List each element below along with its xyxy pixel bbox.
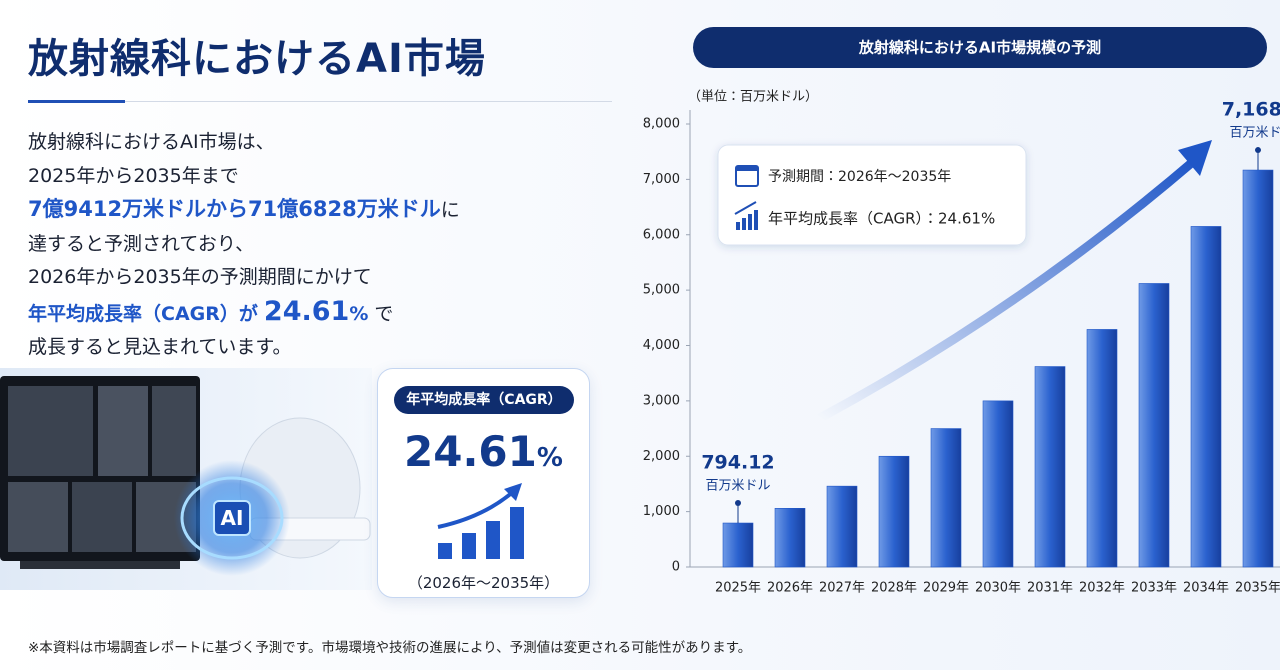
title-rule-accent (28, 100, 125, 103)
intro-highlight: 年平均成長率（CAGR）が (28, 302, 258, 325)
cagr-unit: % (536, 443, 563, 473)
bar (982, 400, 1014, 568)
x-tick-label: 2029年 (923, 581, 969, 596)
growth-small-icon (734, 201, 758, 230)
intro-line: 2025年から2035年まで (28, 164, 239, 187)
unit-label: （単位：百万米ドル） (688, 89, 818, 105)
illustration: AI (0, 368, 372, 590)
intro-line: 2026年から2035年の予測期間にかけて (28, 266, 372, 288)
bar (722, 522, 754, 568)
y-tick-label: 1,000 (643, 504, 680, 519)
y-tick-label: 0 (672, 560, 680, 575)
intro-line: 年平均成長率（CAGR）が 24.61% で (28, 295, 460, 332)
bar (826, 485, 858, 568)
chart: 放射線科におけるAI市場規模の予測 （単位：百万米ドル） 0 1,000 2,000… (643, 27, 1280, 596)
x-tick-label: 2031年 (1027, 581, 1073, 596)
trend-arrowhead (1178, 140, 1212, 176)
x-tick-label: 2025年 (715, 581, 761, 596)
scan-panel (8, 482, 68, 552)
cagr-card-value: 24.61% (378, 427, 589, 476)
y-tick-label: 7,000 (643, 172, 680, 187)
value-leader-dot (1255, 147, 1261, 154)
value-label: 7,168.2 (1222, 99, 1280, 121)
bar (774, 508, 806, 568)
value-leader-dot (735, 500, 741, 507)
icon-arrow (734, 201, 757, 215)
y-tick-label: 2,000 (643, 449, 680, 464)
intro-highlight: 7億9412万米ドルから71億6828万米ドル (28, 197, 441, 221)
chart-title-pill (693, 27, 1267, 68)
icon-bar (486, 521, 500, 559)
ai-chip (213, 500, 251, 536)
axes: 0 1,000 2,000 3,000 4,000 5,000 6,000 7,000 8,00… (643, 110, 1280, 596)
brain (180, 476, 284, 560)
x-tick-label: 2032年 (1079, 581, 1125, 596)
bar (1242, 169, 1274, 568)
info-period: 予測期間：2026年〜2035年 (768, 169, 951, 185)
growth-icon (437, 483, 524, 559)
icon-bar (748, 214, 752, 230)
value-label-unit: 百万米ドル (1229, 126, 1280, 141)
page-title: 放射線科におけるAI市場 (28, 36, 486, 82)
x-tick-label: 2028年 (871, 581, 917, 596)
y-tick-label: 3,000 (643, 393, 680, 408)
scan-panel (8, 386, 93, 476)
cagr-card: 年平均成長率（CAGR） 24.61% （2026年〜2035年） (377, 368, 590, 598)
info-cagr: 年平均成長率（CAGR）：24.61% (768, 210, 995, 228)
calendar-top (736, 166, 758, 171)
x-tick-label: 2030年 (975, 581, 1021, 596)
scan-panel (98, 386, 148, 476)
cagr-value: 24.61 (404, 427, 537, 476)
bars: 794.12 百万米ドル 7,168.2 百万米ドル (701, 99, 1280, 568)
intro-line: 7億9412万米ドルから71億6828万米ドルに (28, 193, 460, 228)
icon-bar (736, 222, 740, 230)
calendar-icon (735, 165, 759, 187)
intro-line: 成長すると見込まれています。 (28, 336, 292, 358)
icon-bar (754, 210, 758, 230)
title-rule (28, 101, 612, 102)
intro-unit: % (349, 302, 369, 325)
y-tick-label: 4,000 (643, 338, 680, 353)
icon-bar (462, 533, 476, 559)
x-tick-label: 2027年 (819, 581, 865, 596)
scan-panel (72, 482, 132, 552)
intro-value: 24.61 (263, 295, 350, 327)
value-label-unit: 百万米ドル (705, 479, 770, 494)
scan-panel (152, 386, 196, 476)
intro-line: 達すると予測されており、 (28, 232, 255, 255)
value-label: 794.12 (701, 452, 774, 474)
intro-text-part: に (440, 199, 460, 221)
icon-bar (510, 507, 524, 559)
cagr-card-label: 年平均成長率（CAGR） (394, 386, 574, 414)
monitor-stand (20, 561, 180, 569)
chart-title: 放射線科におけるAI市場規模の予測 (858, 39, 1101, 57)
bar (1034, 366, 1066, 568)
intro-text-part: で (374, 302, 394, 325)
bar (1086, 329, 1118, 568)
y-tick-label: 8,000 (643, 117, 680, 132)
trend-arrow (815, 155, 1200, 423)
footnote: ※本資料は市場調査レポートに基づく予測です。市場環境や技術の進展により、予測値は… (28, 640, 752, 656)
bar (1138, 283, 1170, 568)
icon-arrow (437, 489, 516, 529)
y-tick-label: 5,000 (643, 283, 680, 298)
intro-line: 放射線科におけるAI市場は、 (28, 131, 275, 153)
intro-text: 放射線科におけるAI市場は、 2025年から2035年まで 7億9412万米ドル… (28, 126, 460, 365)
x-tick-label: 2026年 (767, 581, 813, 596)
info-box (717, 144, 1027, 246)
icon-bar (438, 543, 452, 559)
x-tick-label: 2033年 (1131, 581, 1177, 596)
ai-label: AI (221, 506, 244, 530)
icon-bar (742, 218, 746, 230)
x-tick-label: 2034年 (1183, 581, 1229, 596)
icon-arrowhead (504, 483, 522, 501)
bar (1190, 226, 1222, 568)
y-tick-label: 6,000 (643, 227, 680, 242)
bar (930, 428, 962, 568)
x-tick-label: 2035年 (1235, 581, 1280, 596)
bar (878, 455, 910, 568)
cagr-card-period: （2026年〜2035年） (407, 574, 560, 592)
